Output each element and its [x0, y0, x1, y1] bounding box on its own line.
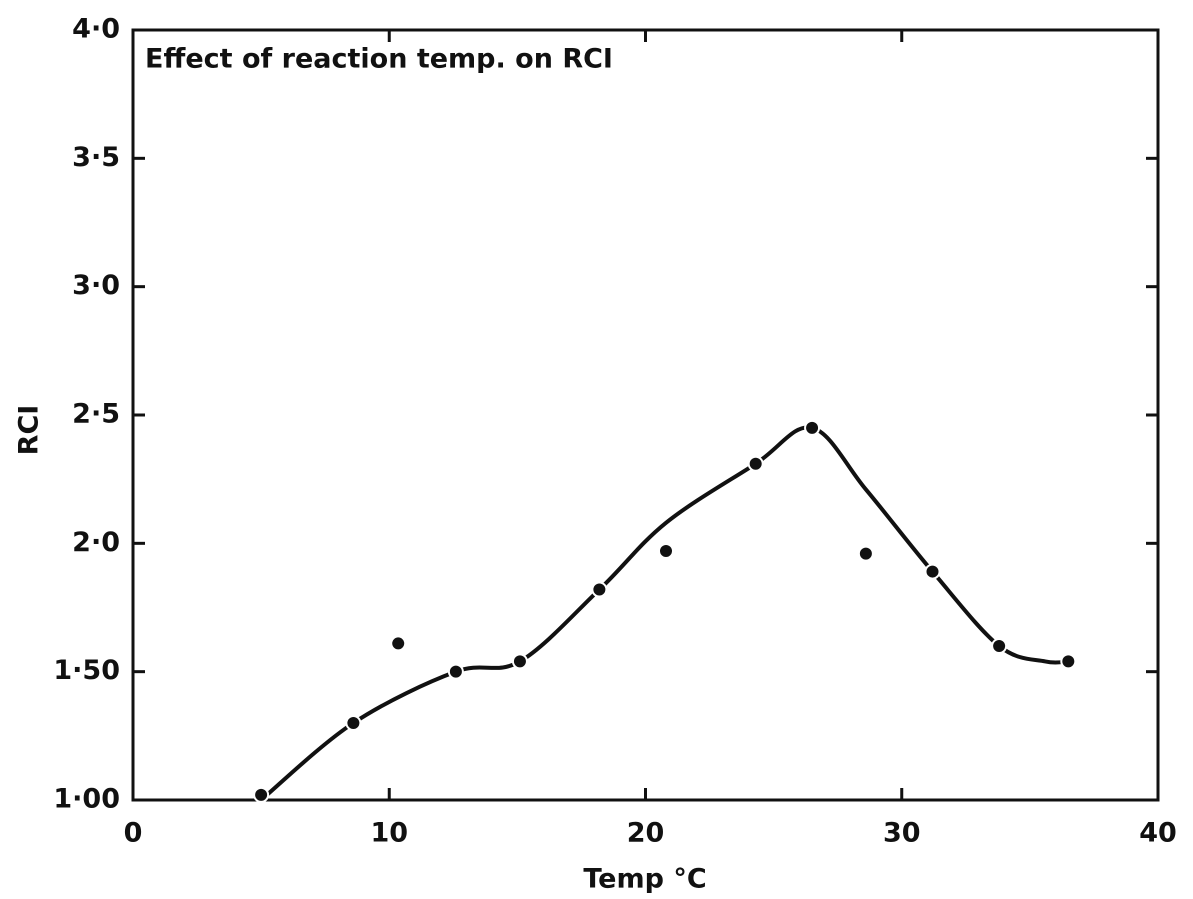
data-point [804, 419, 821, 436]
x-tick-label: 20 [627, 818, 665, 849]
data-point [345, 715, 362, 731]
y-tick-label: 2·5 [72, 399, 120, 430]
data-point [390, 635, 407, 652]
data-point [1060, 653, 1077, 670]
data-point [511, 653, 528, 670]
y-axis-label: RCI [14, 405, 45, 456]
x-tick-label: 30 [883, 818, 921, 849]
y-tick-label: 1·00 [53, 784, 120, 815]
data-point [924, 563, 941, 580]
data-point [857, 545, 874, 562]
data-point [747, 455, 764, 472]
x-axis-label: Temp °C [583, 864, 706, 895]
y-tick-label: 4·0 [72, 14, 120, 45]
fit-curve [259, 425, 1069, 802]
plot-frame [131, 28, 1160, 802]
data-point [447, 663, 464, 680]
y-tick-label: 1·50 [53, 655, 120, 686]
y-tick-label: 3·0 [72, 270, 120, 301]
x-tick-label: 0 [124, 818, 143, 849]
data-point [591, 581, 608, 598]
data-point [991, 638, 1008, 654]
x-tick-label: 10 [370, 818, 408, 849]
y-tick-label: 3·5 [72, 142, 120, 173]
data-point [658, 543, 674, 560]
chart-title: Effect of reaction temp. on RCI [145, 44, 613, 75]
data-point [253, 786, 270, 803]
y-tick-label: 2·0 [72, 527, 120, 558]
x-tick-label: 40 [1139, 818, 1177, 849]
